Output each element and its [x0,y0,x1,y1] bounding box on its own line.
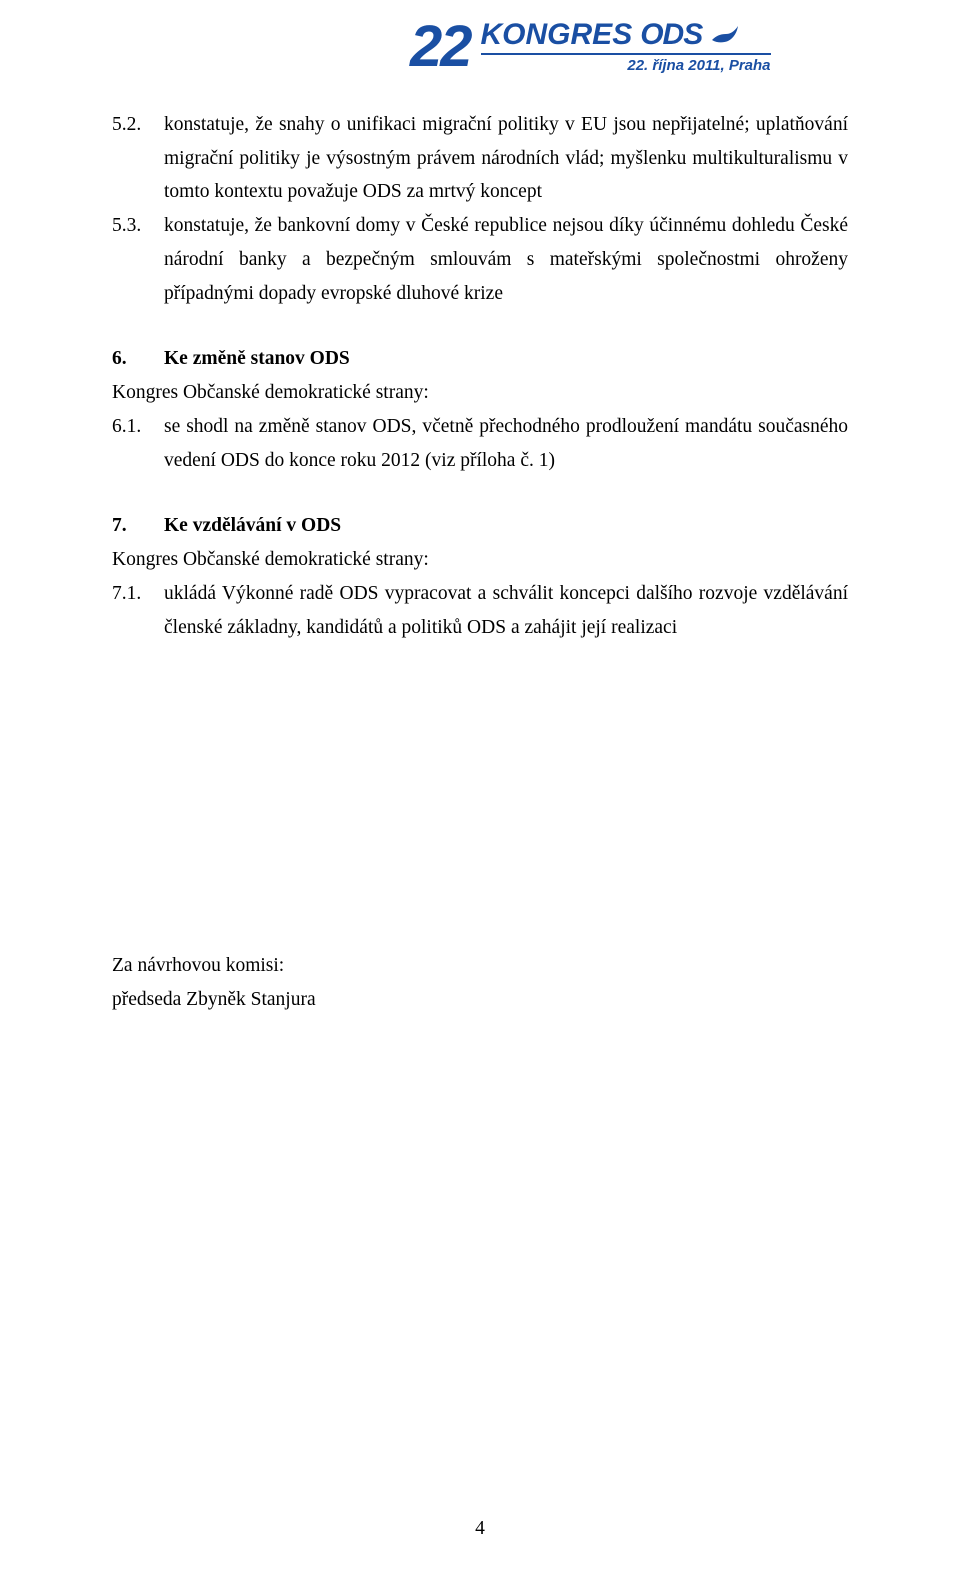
section-number: 7. [112,509,164,543]
signature-line-1: Za návrhovou komisi: [112,949,848,983]
item-7-1: 7.1. ukládá Výkonné radě ODS vypracovat … [112,577,848,644]
logo-number: 22 [410,18,471,76]
item-6-1: 6.1. se shodl na změně stanov ODS, včetn… [112,410,848,477]
logo-divider [481,53,771,55]
document-page: 22 KONGRES ODS 22. října 2011, Praha 5.2… [0,0,960,1596]
section-7-heading: 7. Ke vzdělávání v ODS [112,509,848,543]
document-body: 5.2. konstatuje, že snahy o unifikaci mi… [0,0,960,1017]
item-number: 5.3. [112,209,164,310]
signature-line-2: předseda Zbyněk Stanjura [112,983,848,1017]
logo-subtitle: 22. října 2011, Praha [481,57,771,74]
item-5-2: 5.2. konstatuje, že snahy o unifikaci mi… [112,108,848,209]
section-6-heading: 6. Ke změně stanov ODS [112,342,848,376]
section-7-subtitle: Kongres Občanské demokratické strany: [112,543,848,577]
item-5-3: 5.3. konstatuje, že bankovní domy v Česk… [112,209,848,310]
item-number: 6.1. [112,410,164,477]
logo-container: 22 KONGRES ODS 22. října 2011, Praha [410,18,850,76]
item-text: konstatuje, že bankovní domy v České rep… [164,209,848,310]
section-6-subtitle: Kongres Občanské demokratické strany: [112,376,848,410]
item-text: se shodl na změně stanov ODS, včetně pře… [164,410,848,477]
section-title: Ke vzdělávání v ODS [164,509,341,543]
logo-text-block: KONGRES ODS 22. října 2011, Praha [481,20,771,74]
header-logo: 22 KONGRES ODS 22. října 2011, Praha [410,18,850,88]
bird-icon [710,24,742,46]
logo-top-row: KONGRES ODS [481,20,771,50]
bird-path [712,26,738,42]
section-title: Ke změně stanov ODS [164,342,350,376]
item-number: 5.2. [112,108,164,209]
signature-block: Za návrhovou komisi: předseda Zbyněk Sta… [112,949,848,1016]
item-text: konstatuje, že snahy o unifikaci migračn… [164,108,848,209]
section-number: 6. [112,342,164,376]
logo-ods: ODS [640,20,702,50]
item-number: 7.1. [112,577,164,644]
logo-kongres: KONGRES [481,20,633,50]
page-number: 4 [0,1518,960,1540]
item-text: ukládá Výkonné radě ODS vypracovat a sch… [164,577,848,644]
